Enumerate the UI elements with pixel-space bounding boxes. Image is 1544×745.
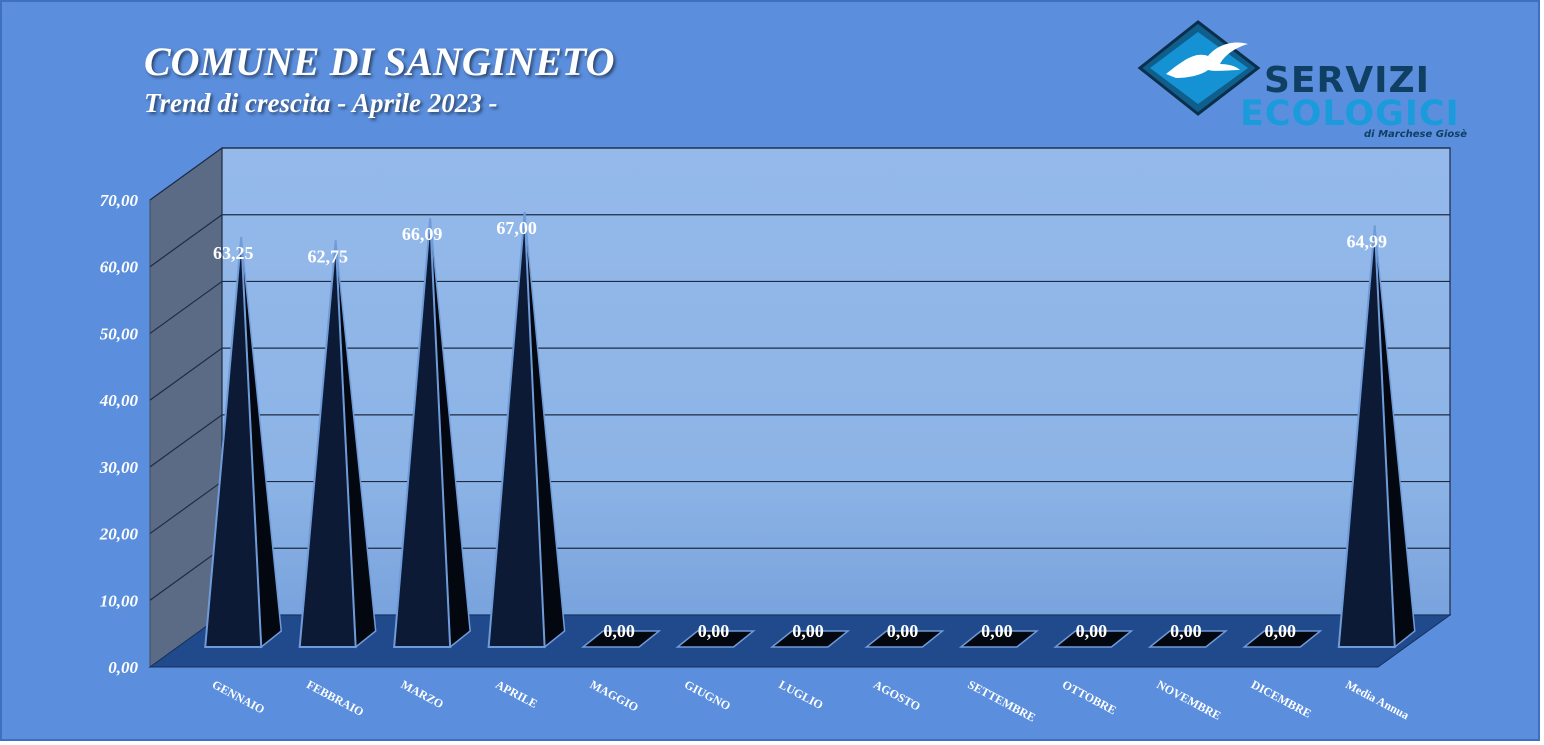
data-label: 66,09 <box>402 224 443 244</box>
seagull-diamond-icon <box>1137 20 1261 116</box>
data-label: 0,00 <box>603 621 635 641</box>
data-label: 0,00 <box>887 621 919 641</box>
x-tick-label: MARZO <box>399 677 446 711</box>
gridline-side <box>149 481 223 535</box>
x-tick-label: APRILE <box>493 677 540 711</box>
x-tick-label: OTTOBRE <box>1060 677 1119 717</box>
y-tick-label: 30,00 <box>99 458 139 477</box>
bar-ottobre <box>1053 630 1134 648</box>
y-tick-label: 50,00 <box>100 324 139 343</box>
bar-marzo <box>393 218 452 648</box>
data-label: 0,00 <box>698 621 730 641</box>
data-label: 0,00 <box>981 621 1013 641</box>
logo-word-ecologici: ECOLOGICI <box>1240 94 1460 134</box>
company-logo: SERVIZI ECOLOGICI di Marchese Giosè <box>1136 18 1476 144</box>
bar-media-annua <box>1337 225 1396 648</box>
bar-febbraio <box>298 240 357 648</box>
chart-subtitle: Trend di crescita - Aprile 2023 - <box>144 88 498 118</box>
data-label: 62,75 <box>307 246 348 266</box>
data-label: 0,00 <box>1265 621 1297 641</box>
y-tick-label: 60,00 <box>100 258 139 277</box>
bar-dicembre <box>1242 630 1323 648</box>
x-tick-label: SETTEMBRE <box>966 677 1039 724</box>
y-tick-label: 10,00 <box>100 591 139 610</box>
gridline-side <box>149 280 223 334</box>
gridline-side <box>149 547 223 601</box>
x-tick-label: NOVEMBRE <box>1154 677 1223 723</box>
gridline-side <box>149 147 223 201</box>
x-tick-label: Media Annua <box>1343 677 1411 722</box>
x-tick-label: FEBBRAIO <box>304 677 366 719</box>
bar-gennaio <box>204 236 263 648</box>
y-tick-label: 20,00 <box>99 525 139 544</box>
data-label: 0,00 <box>1170 621 1202 641</box>
data-label: 63,25 <box>213 243 254 263</box>
y-tick-label: 70,00 <box>100 191 139 210</box>
x-tick-label: DICEMBRE <box>1249 677 1314 720</box>
bar-luglio <box>769 630 851 648</box>
y-tick-label: 40,00 <box>99 391 139 410</box>
bar-novembre <box>1147 630 1228 648</box>
gridline-side <box>149 214 223 268</box>
x-tick-label: GIUGNO <box>682 677 733 713</box>
x-tick-label: LUGLIO <box>777 677 826 712</box>
x-tick-label: GENNAIO <box>210 677 267 716</box>
gridline-side <box>149 414 223 468</box>
data-label: 0,00 <box>792 621 824 641</box>
chart-title: COMUNE DI SANGINETO <box>144 39 615 84</box>
bar-settembre <box>958 630 1040 648</box>
bar-giugno <box>675 630 756 648</box>
logo-tagline: di Marchese Giosè <box>1364 129 1467 140</box>
data-label: 64,99 <box>1347 231 1388 251</box>
y-tick-label: 0,00 <box>108 658 138 677</box>
data-label: 0,00 <box>1076 621 1108 641</box>
x-tick-label: MAGGIO <box>588 677 641 714</box>
x-tick-label: AGOSTO <box>871 677 923 713</box>
bar-maggio <box>580 630 662 648</box>
gridline-side <box>149 347 223 401</box>
bar-agosto <box>864 630 945 648</box>
data-label: 67,00 <box>496 218 537 238</box>
bar-aprile <box>487 211 546 648</box>
logo-word-servizi: SERVIZI <box>1264 60 1430 101</box>
